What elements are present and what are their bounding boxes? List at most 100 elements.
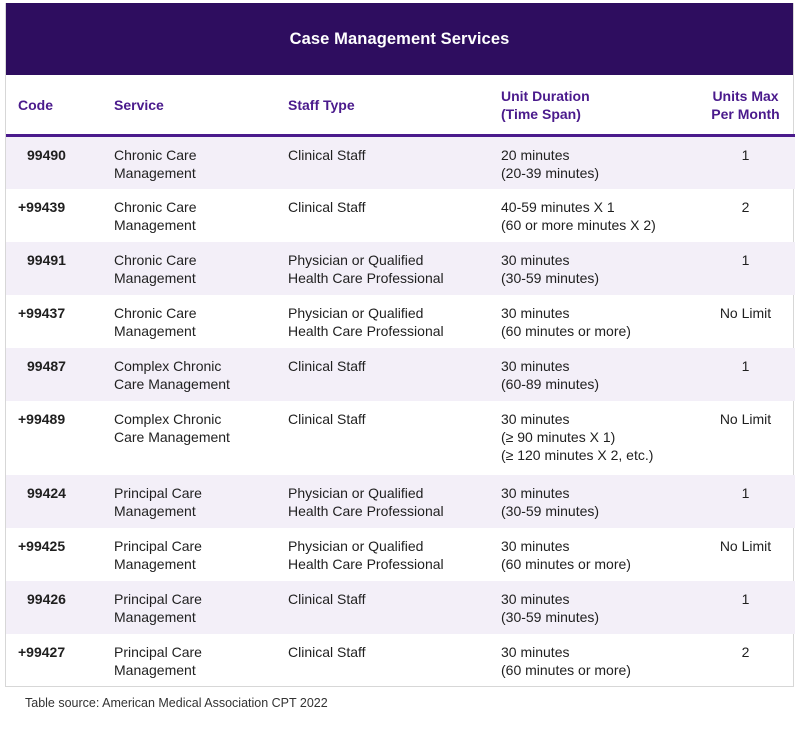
- cell-service: Complex Chronic Care Management: [114, 347, 288, 401]
- cell-units-max: 2: [696, 634, 795, 687]
- code-text: +99425: [18, 537, 66, 554]
- table-row: +99437 Chronic Care Management Physician or…: [6, 295, 795, 348]
- duration-line1: 20 minutes: [501, 147, 570, 163]
- units-text: 1: [741, 357, 750, 374]
- table-body: 99490 Chronic Care Management Clinical Staf…: [6, 135, 795, 687]
- cell-staff-type: Physician or Qualified Health Care Profes…: [288, 241, 501, 295]
- cell-unit-duration: 30 minutes (60-89 minutes): [501, 347, 696, 401]
- duration-line1: 30 minutes: [501, 251, 570, 268]
- service-line1: Chronic Care: [114, 198, 197, 215]
- service-line1: Chronic Care: [114, 304, 197, 321]
- duration-line1: 30 minutes: [501, 410, 570, 427]
- cell-code: 99426: [6, 580, 114, 634]
- service-line2: Management: [114, 608, 196, 625]
- cell-units-max: 1: [696, 241, 795, 295]
- cell-service: Principal Care Management: [114, 634, 288, 687]
- service-line1: Chronic Care: [114, 251, 197, 268]
- cell-service: Chronic Care Management: [114, 189, 288, 242]
- units-text: 2: [741, 643, 750, 660]
- duration-line2: (60 minutes or more): [501, 322, 631, 339]
- cell-staff-type: Physician or Qualified Health Care Profes…: [288, 474, 501, 528]
- cell-staff-type: Clinical Staff: [288, 580, 501, 634]
- table-row: +99489 Complex Chronic Care Management Clin…: [6, 401, 795, 475]
- staff-line1: Physician or Qualified: [288, 251, 424, 268]
- staff-line1: Physician or Qualified: [288, 484, 424, 501]
- cell-unit-duration: 30 minutes (60 minutes or more): [501, 634, 696, 687]
- duration-line1: 30 minutes: [501, 484, 570, 501]
- table-row: 99491 Chronic Care Management Physician or …: [6, 241, 795, 295]
- table-source-note: Table source: American Medical Associati…: [25, 696, 328, 710]
- duration-line2: (30-59 minutes): [501, 502, 600, 519]
- cell-unit-duration: 30 minutes (60 minutes or more): [501, 528, 696, 581]
- duration-line1: 30 minutes: [501, 304, 570, 321]
- units-text: 1: [741, 590, 750, 607]
- code-text: 99487: [27, 357, 66, 374]
- table-row: 99487 Complex Chronic Care Management Clini…: [6, 347, 795, 401]
- cell-service: Principal Care Management: [114, 474, 288, 528]
- cell-code: +99437: [6, 295, 114, 348]
- table-row: +99427 Principal Care Management Clinical S…: [6, 634, 795, 687]
- duration-line2: (60 minutes or more): [501, 555, 631, 572]
- staff-line1: Clinical Staff: [288, 643, 366, 660]
- cell-service: Principal Care Management: [114, 528, 288, 581]
- units-text: No Limit: [719, 410, 772, 427]
- duration-line2: (≥ 90 minutes X 1): [501, 428, 616, 445]
- staff-line1: Clinical Staff: [288, 198, 366, 215]
- cell-units-max: 1: [696, 135, 795, 189]
- service-line1: Principal Care: [114, 643, 202, 660]
- duration-line2: (60 minutes or more): [501, 661, 631, 678]
- cell-staff-type: Clinical Staff: [288, 401, 501, 475]
- header-row: Code Service Staff Type Unit Duration (T…: [6, 75, 795, 137]
- cell-units-max: No Limit: [696, 295, 795, 348]
- header-unit-duration-line2: (Time Span): [501, 105, 581, 122]
- cell-staff-type: Clinical Staff: [288, 189, 501, 242]
- service-line1: Principal Care: [114, 537, 202, 554]
- header-code: Code: [6, 75, 114, 137]
- cell-staff-type: Physician or Qualified Health Care Profes…: [288, 295, 501, 348]
- code-text: +99427: [18, 643, 66, 660]
- duration-line2: (60-89 minutes): [501, 375, 600, 392]
- service-line2: Management: [114, 165, 196, 181]
- staff-line2: Health Care Professional: [288, 555, 444, 572]
- cell-service: Complex Chronic Care Management: [114, 401, 288, 475]
- units-text: 1: [741, 484, 750, 501]
- service-line1: Principal Care: [114, 484, 202, 501]
- service-line2: Management: [114, 661, 196, 678]
- staff-line2: Health Care Professional: [288, 322, 444, 339]
- cell-units-max: 2: [696, 189, 795, 242]
- duration-line2: (20-39 minutes): [501, 165, 600, 181]
- cell-units-max: No Limit: [696, 528, 795, 581]
- table-row: 99426 Principal Care Management Clinical St…: [6, 580, 795, 634]
- cell-units-max: 1: [696, 474, 795, 528]
- cell-service: Chronic Care Management: [114, 135, 288, 189]
- cell-code: +99489: [6, 401, 114, 475]
- duration-line1: 30 minutes: [501, 643, 570, 660]
- service-line1: Complex Chronic: [114, 357, 222, 374]
- staff-line2: Health Care Professional: [288, 269, 444, 286]
- table-row: +99425 Principal Care Management Physician …: [6, 528, 795, 581]
- cell-code: +99427: [6, 634, 114, 687]
- code-text: +99489: [18, 410, 66, 427]
- cell-unit-duration: 30 minutes (30-59 minutes): [501, 474, 696, 528]
- cell-staff-type: Clinical Staff: [288, 634, 501, 687]
- table-row: 99490 Chronic Care Management Clinical Staf…: [6, 135, 795, 189]
- table-row: 99424 Principal Care Management Physician o…: [6, 474, 795, 528]
- table-title-bar: Case Management Services: [6, 3, 793, 75]
- cell-units-max: 1: [696, 347, 795, 401]
- staff-line1: Physician or Qualified: [288, 537, 424, 554]
- header-units-max-line2: Per Month: [711, 105, 780, 122]
- code-text: 99491: [27, 251, 66, 268]
- code-text: 99490: [27, 147, 66, 163]
- duration-line2: (60 or more minutes X 2): [501, 216, 656, 233]
- header-units-max: Units Max Per Month: [696, 75, 795, 137]
- cell-code: 99491: [6, 241, 114, 295]
- service-line1: Complex Chronic: [114, 410, 222, 427]
- service-line2: Management: [114, 322, 196, 339]
- cell-code: +99425: [6, 528, 114, 581]
- cell-unit-duration: 30 minutes (≥ 90 minutes X 1) (≥ 120 minut…: [501, 401, 696, 475]
- header-unit-duration: Unit Duration (Time Span): [501, 75, 696, 137]
- service-line2: Management: [114, 216, 196, 233]
- units-text: No Limit: [719, 304, 772, 321]
- table-row: +99439 Chronic Care Management Clinical Sta…: [6, 189, 795, 242]
- service-line2: Management: [114, 502, 196, 519]
